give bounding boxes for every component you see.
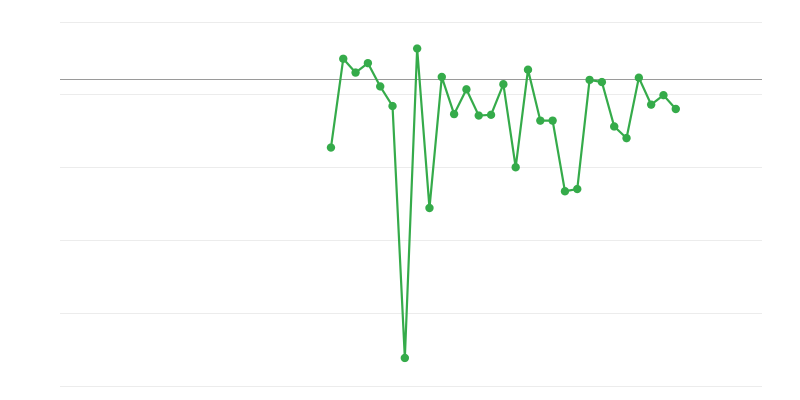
data-point[interactable] — [425, 203, 434, 213]
data-point[interactable] — [634, 73, 644, 82]
data-point[interactable] — [671, 104, 680, 114]
data-point[interactable] — [659, 90, 668, 100]
data-point[interactable] — [610, 122, 619, 131]
data-point[interactable] — [474, 111, 483, 120]
data-point[interactable] — [536, 116, 545, 125]
data-point[interactable] — [449, 109, 459, 119]
data-point[interactable] — [523, 65, 533, 74]
data-point[interactable] — [437, 72, 446, 82]
data-point[interactable] — [462, 85, 471, 94]
data-point[interactable] — [560, 187, 570, 196]
data-point[interactable] — [646, 100, 656, 109]
data-point[interactable] — [326, 143, 336, 152]
series-markers-group — [326, 44, 680, 363]
data-point[interactable] — [622, 133, 631, 143]
data-point[interactable] — [363, 58, 373, 68]
data-point[interactable] — [400, 353, 410, 363]
data-point[interactable] — [339, 54, 348, 63]
data-point[interactable] — [573, 184, 582, 194]
data-point[interactable] — [376, 82, 385, 91]
data-point[interactable] — [597, 77, 607, 87]
data-point[interactable] — [351, 68, 360, 77]
data-point[interactable] — [499, 80, 508, 89]
data-point[interactable] — [412, 44, 422, 53]
data-point[interactable] — [486, 110, 496, 120]
data-point[interactable] — [585, 75, 594, 85]
data-point[interactable] — [511, 163, 520, 172]
data-point[interactable] — [548, 116, 557, 125]
data-point[interactable] — [388, 101, 397, 111]
gridlines-group — [60, 22, 762, 387]
